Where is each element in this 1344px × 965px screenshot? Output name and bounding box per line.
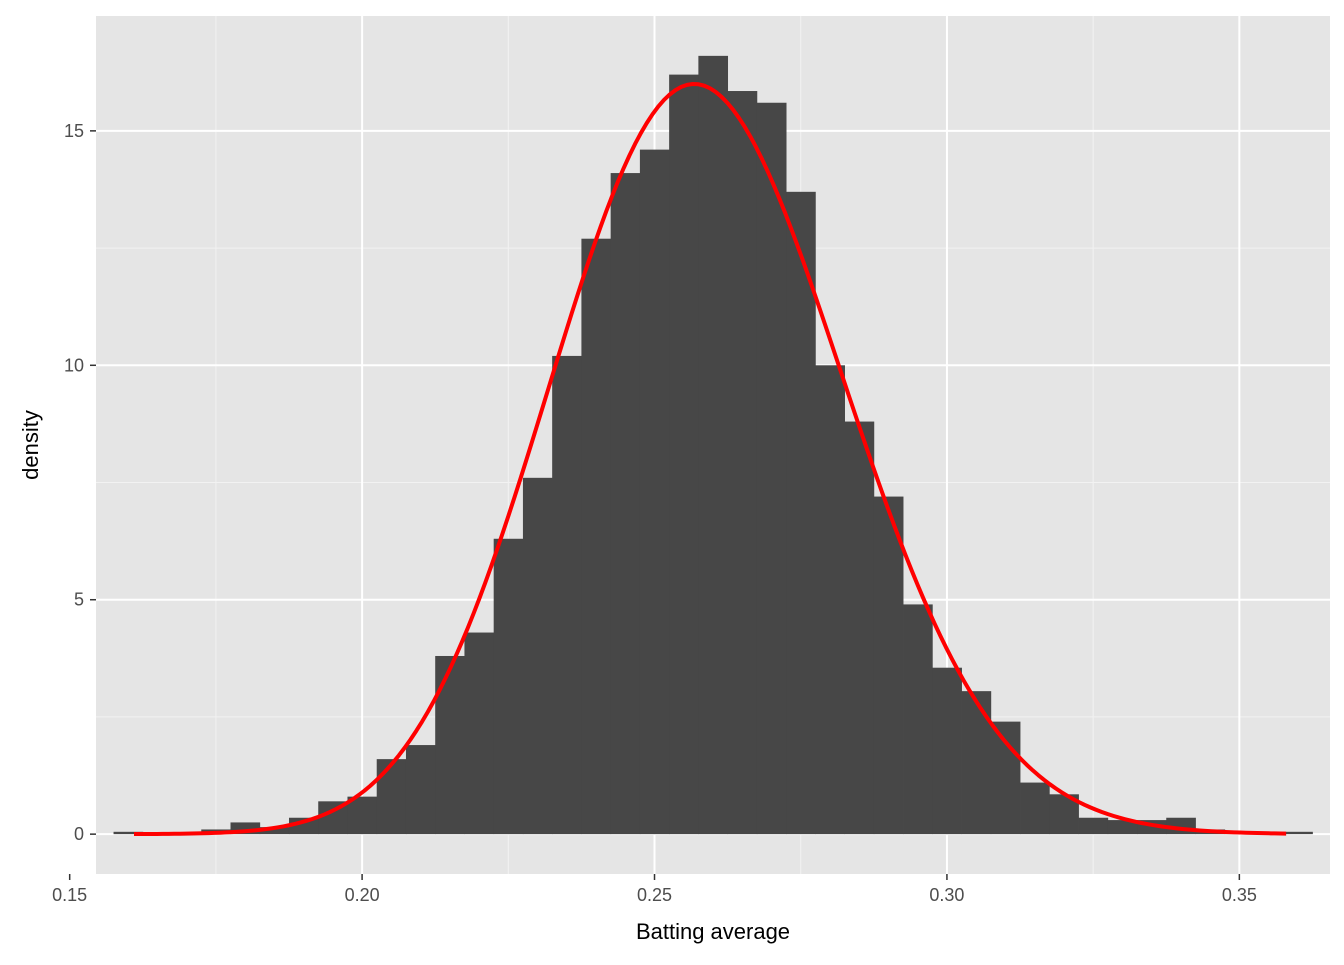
y-axis: 0 5 10 15: [64, 121, 96, 844]
histogram-bar: [786, 191, 816, 835]
x-tick-label: 0.15: [52, 885, 87, 905]
histogram-bar: [990, 721, 1021, 835]
histogram-bar: [376, 759, 407, 835]
histogram-bar: [493, 538, 524, 835]
histogram-bar: [1078, 817, 1109, 835]
histogram-bar: [844, 421, 875, 835]
density-curve: [134, 82, 1287, 837]
histogram-bar: [464, 632, 495, 835]
x-axis: 0.15 0.20 0.25 0.30 0.35: [52, 874, 1257, 905]
histogram-bar: [1020, 782, 1050, 835]
y-tick-label: 5: [74, 590, 84, 610]
histogram-bar: [932, 667, 962, 835]
histogram-bar: [552, 355, 582, 835]
histogram-bar: [815, 365, 845, 835]
histogram-bar: [698, 55, 729, 835]
histogram-bar: [405, 745, 436, 835]
x-tick-label: 0.35: [1222, 885, 1257, 905]
x-axis-title: Batting average: [636, 919, 790, 944]
y-tick-label: 0: [74, 824, 84, 844]
histogram-bar: [581, 238, 612, 835]
histogram-bar: [113, 831, 144, 835]
histogram-bar: [610, 173, 641, 835]
y-tick-label: 10: [64, 355, 84, 375]
x-tick-label: 0.20: [345, 885, 380, 905]
histogram-bar: [961, 691, 992, 835]
histogram-bar: [435, 655, 465, 835]
histogram-bar: [903, 604, 933, 835]
histogram-bar: [873, 496, 904, 835]
histogram-bar: [756, 102, 787, 835]
x-tick-label: 0.30: [929, 885, 964, 905]
histogram-bar: [1107, 820, 1138, 835]
x-tick-label: 0.25: [637, 885, 672, 905]
histogram-bar: [727, 91, 758, 835]
histogram-bar: [230, 822, 261, 835]
y-tick-label: 15: [64, 121, 84, 141]
histogram-bar: [669, 74, 699, 835]
histogram-bars: [113, 55, 1313, 835]
histogram-bar: [639, 149, 670, 835]
y-axis-title: density: [18, 410, 43, 480]
histogram-bar: [1283, 831, 1313, 835]
histogram-bar: [259, 827, 290, 835]
histogram-bar: [522, 477, 553, 835]
histogram-bar: [347, 796, 378, 835]
